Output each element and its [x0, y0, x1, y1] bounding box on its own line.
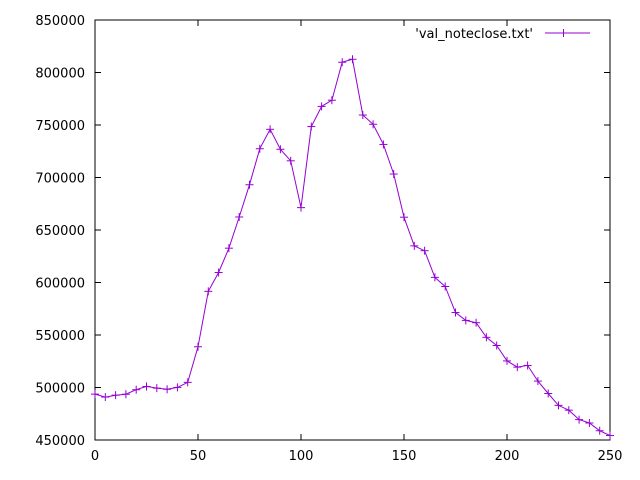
- y-tick-label: 800000: [35, 67, 85, 82]
- data-point: [101, 393, 110, 402]
- data-point: [400, 213, 408, 222]
- x-tick-label: 200: [495, 449, 520, 464]
- data-point: [554, 401, 563, 410]
- data-point: [297, 203, 305, 212]
- y-tick-label: 450000: [35, 434, 85, 449]
- data-point: [91, 390, 99, 399]
- data-point: [173, 383, 182, 392]
- x-tick-label: 250: [598, 449, 623, 464]
- x-axis-ticks: 0 50 100 150 200 250: [91, 20, 623, 464]
- data-point: [461, 316, 470, 325]
- data-point: [317, 102, 326, 111]
- data-point: [451, 308, 460, 317]
- data-point: [111, 391, 120, 400]
- y-axis-ticks: 450000 500000 550000 600000 650000 700000 7500…: [35, 14, 610, 449]
- data-point: [513, 363, 522, 372]
- data-point: [348, 55, 357, 64]
- data-point: [276, 145, 285, 154]
- data-point: [204, 287, 213, 296]
- data-point: [194, 342, 202, 351]
- series-line: [94, 58, 611, 436]
- data-point: [235, 212, 244, 221]
- y-tick-label: 700000: [35, 172, 85, 187]
- data-point: [523, 361, 532, 370]
- data-point: [358, 111, 367, 120]
- data-point: [214, 268, 223, 277]
- data-point: [266, 125, 275, 134]
- data-point: [338, 58, 347, 67]
- data-point: [286, 156, 295, 165]
- data-point: [379, 140, 388, 149]
- data-point: [245, 180, 254, 189]
- data-point: [492, 341, 501, 350]
- x-tick-label: 0: [91, 449, 99, 464]
- x-tick-label: 50: [190, 449, 207, 464]
- data-point: [472, 318, 481, 327]
- data-point: [163, 385, 172, 394]
- series-layer: [91, 55, 614, 440]
- y-tick-label: 500000: [35, 382, 85, 397]
- plot-border: [94, 19, 611, 441]
- data-point: [307, 122, 316, 131]
- y-tick-label: 550000: [35, 329, 85, 344]
- y-tick-label: 600000: [35, 277, 85, 292]
- data-point: [255, 144, 264, 153]
- data-point: [369, 120, 378, 129]
- data-point: [533, 377, 542, 386]
- data-point: [544, 389, 553, 398]
- data-point: [575, 415, 584, 424]
- y-tick-label: 750000: [35, 119, 85, 134]
- x-tick-label: 150: [392, 449, 417, 464]
- data-point: [152, 384, 161, 393]
- data-point: [142, 382, 151, 391]
- data-point: [595, 426, 604, 435]
- data-point: [183, 378, 192, 387]
- data-point: [441, 282, 450, 291]
- data-point: [410, 241, 419, 250]
- legend-label: 'val_noteclose.txt': [415, 27, 533, 42]
- data-point: [482, 333, 491, 342]
- data-point: [503, 356, 511, 365]
- data-point: [606, 431, 614, 440]
- data-point: [389, 170, 398, 179]
- data-point: [327, 96, 336, 105]
- data-point: [564, 406, 573, 415]
- y-tick-label: 850000: [35, 14, 85, 29]
- plot-frame: [94, 19, 611, 441]
- data-point: [132, 385, 141, 394]
- data-point: [121, 390, 130, 399]
- legend: 'val_noteclose.txt': [415, 27, 590, 42]
- data-point: [430, 273, 439, 282]
- data-point: [420, 246, 429, 255]
- y-tick-label: 650000: [35, 224, 85, 239]
- data-point: [224, 244, 233, 253]
- x-tick-label: 100: [289, 449, 314, 464]
- data-point: [585, 418, 594, 427]
